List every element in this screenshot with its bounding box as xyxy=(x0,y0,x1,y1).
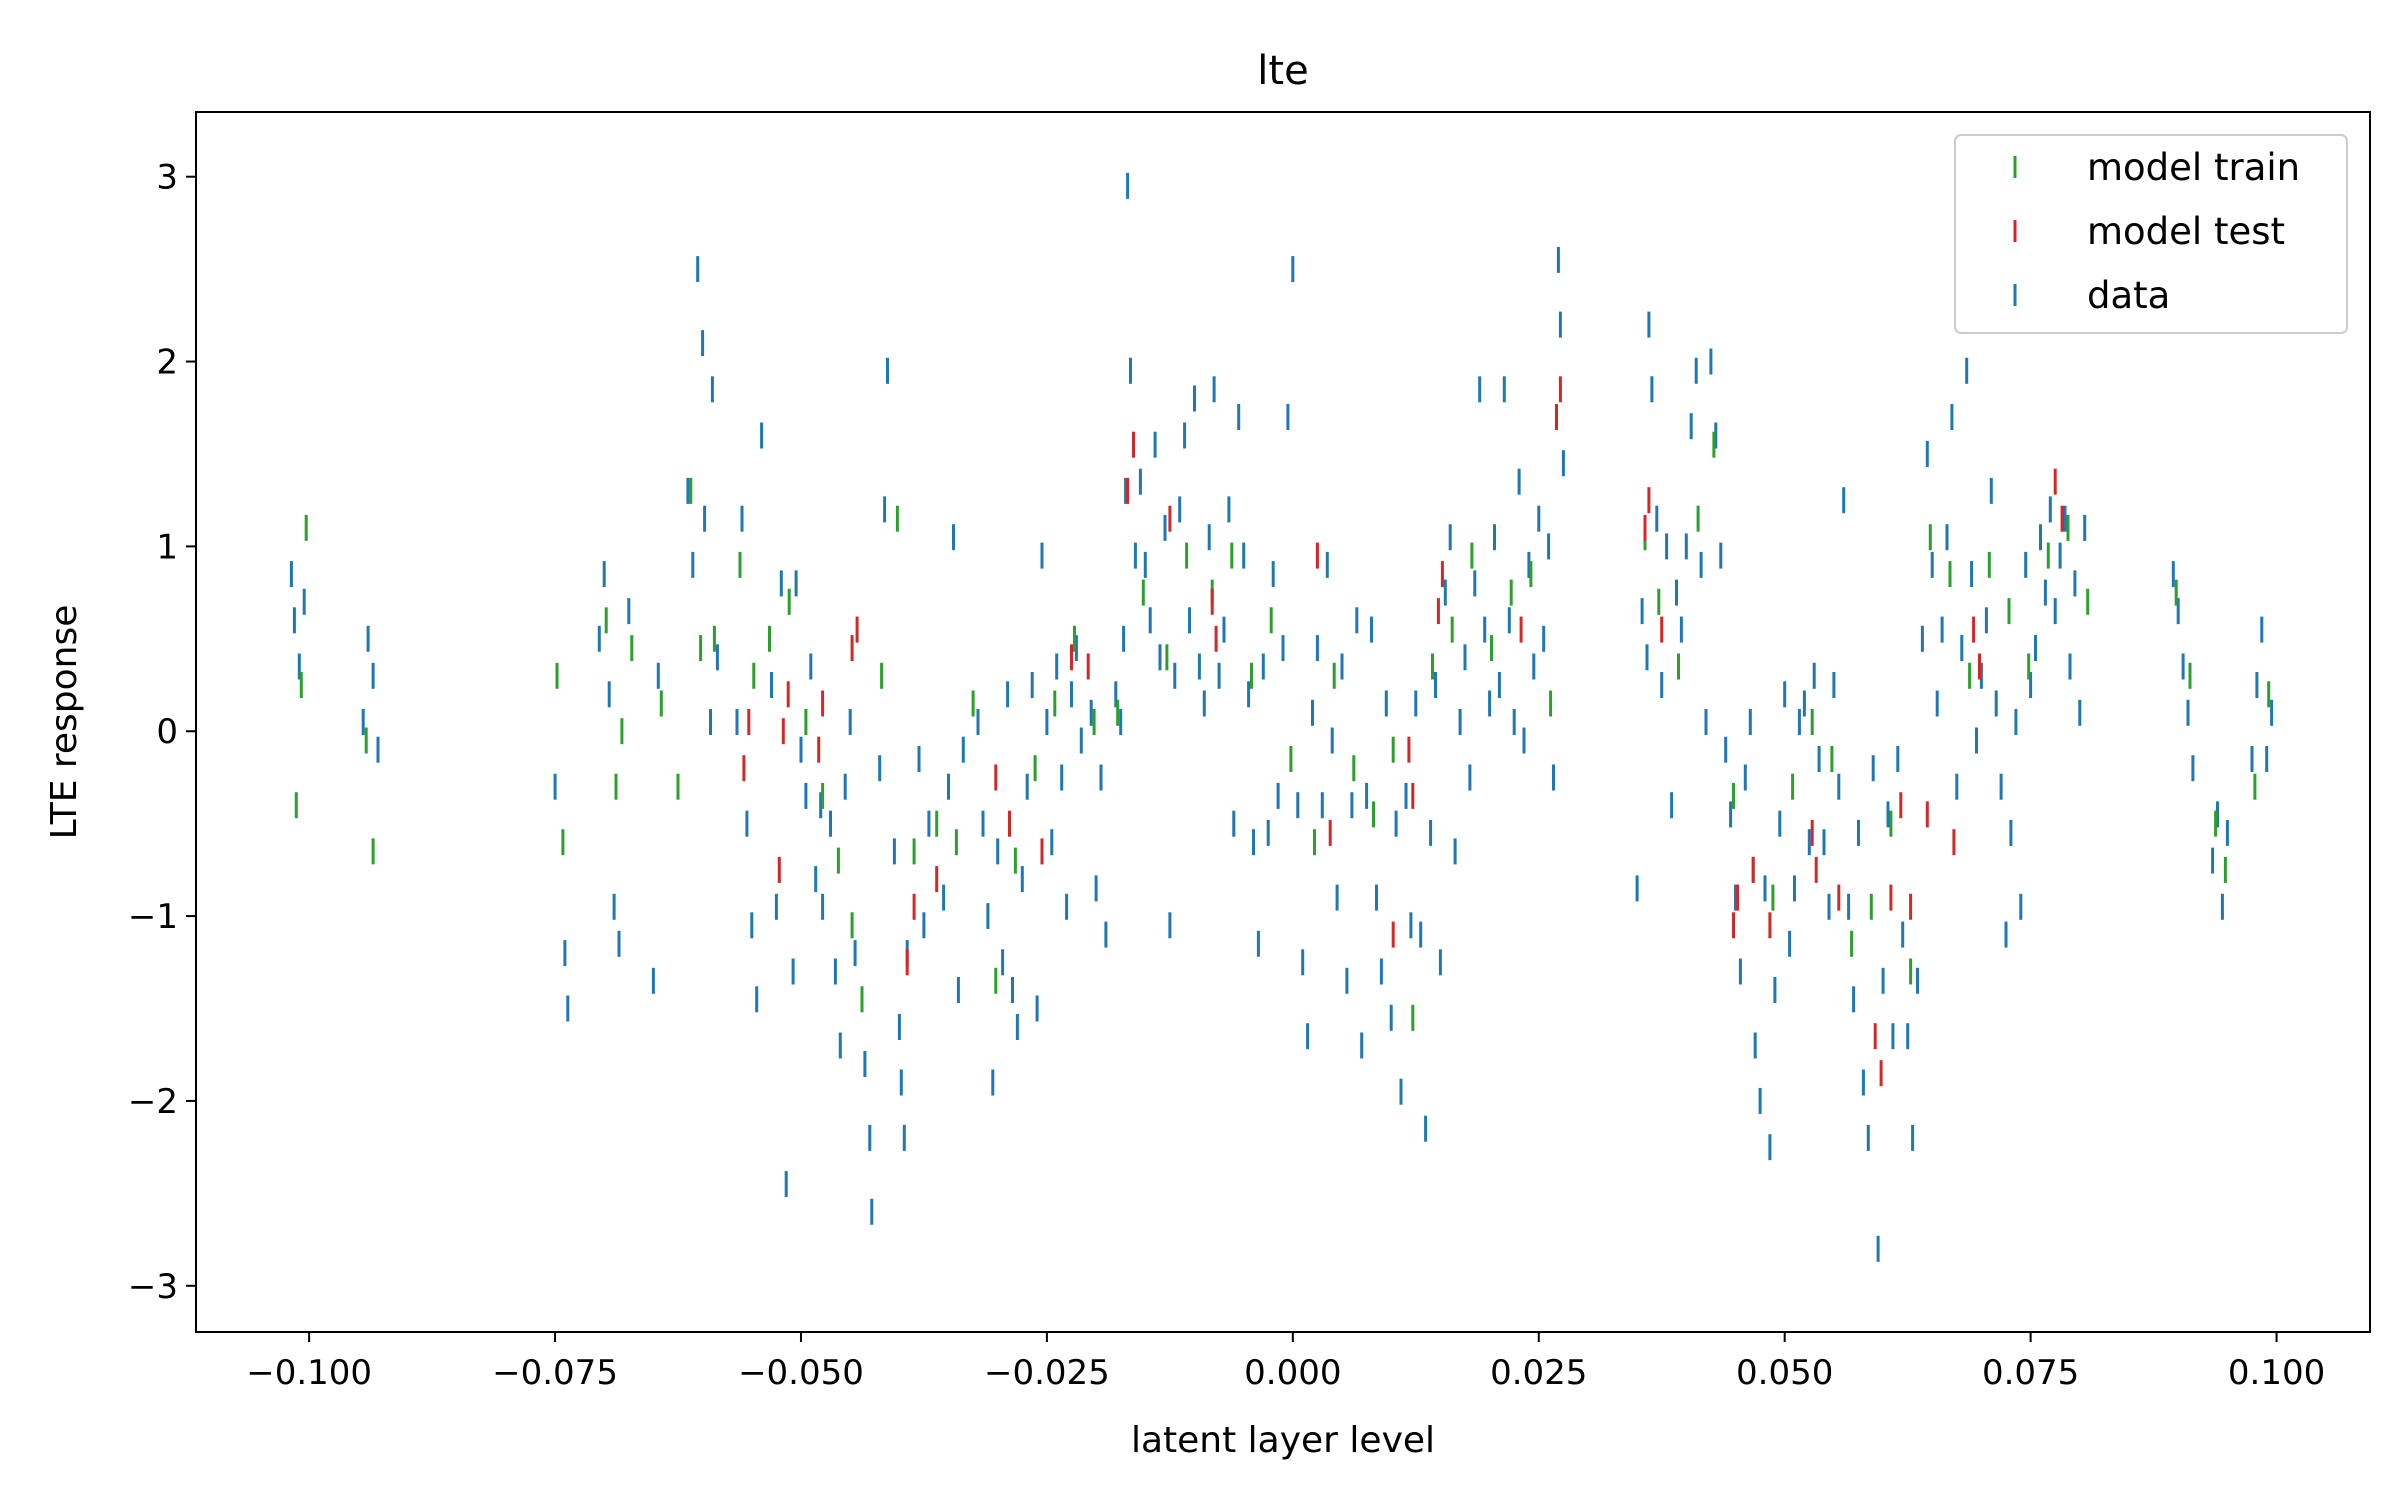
x-tick-label: 0.025 xyxy=(1490,1353,1587,1393)
x-axis-ticks: −0.100 −0.075 −0.050 −0.025 0.000 0.025 0.050 0… xyxy=(246,1332,2325,1393)
x-tick-label: 0.050 xyxy=(1736,1353,1833,1393)
y-tick-label: −1 xyxy=(128,897,178,937)
x-tick-label: 0.075 xyxy=(1982,1353,2079,1393)
y-tick-label: 0 xyxy=(156,712,178,752)
y-axis-label: LTE response xyxy=(44,605,85,840)
plot-frame xyxy=(195,111,2371,1333)
legend-label-model-test: model test xyxy=(2087,210,2285,253)
data-marks xyxy=(289,172,2274,1262)
x-tick-label: −0.025 xyxy=(984,1353,1110,1393)
y-tick-label: 1 xyxy=(156,527,178,567)
y-tick-label: −2 xyxy=(128,1082,178,1122)
y-tick-label: −3 xyxy=(128,1267,178,1307)
x-tick-label: −0.100 xyxy=(246,1353,372,1393)
legend: model train model test data xyxy=(1954,134,2348,334)
chart-title: lte xyxy=(1257,48,1308,94)
legend-box xyxy=(1954,134,2348,334)
x-tick-label: 0.100 xyxy=(2228,1353,2325,1393)
legend-label-model-train: model train xyxy=(2087,146,2300,189)
x-tick-label: 0.000 xyxy=(1244,1353,1341,1393)
y-tick-label: 3 xyxy=(156,158,178,198)
x-tick-label: −0.050 xyxy=(738,1353,864,1393)
y-tick-label: 2 xyxy=(156,343,178,383)
x-tick-label: −0.075 xyxy=(492,1353,618,1393)
x-axis-label: latent layer level xyxy=(1131,1420,1435,1461)
legend-label-data: data xyxy=(2087,274,2170,317)
y-axis-ticks: −3 −2 −1 0 1 2 3 xyxy=(128,158,196,1307)
